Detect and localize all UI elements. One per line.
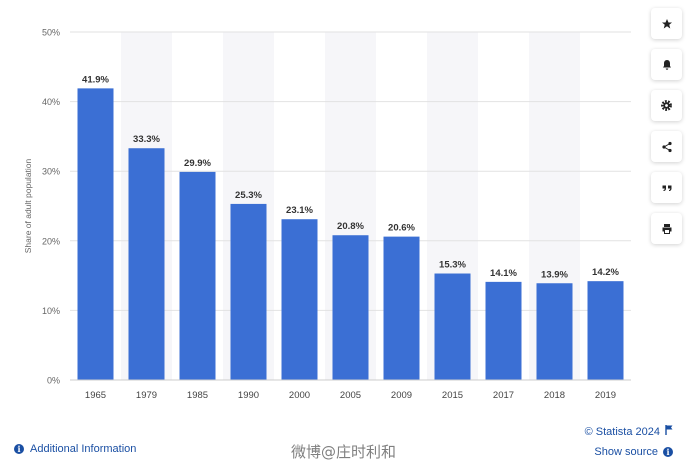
x-tick-label: 2005 <box>340 390 361 401</box>
additional-information-label: Additional Information <box>30 443 137 455</box>
bar <box>179 171 216 380</box>
bar <box>434 273 471 380</box>
notification-button[interactable] <box>651 49 682 80</box>
x-tick-label: 1985 <box>187 390 208 401</box>
info-icon: i <box>14 444 24 454</box>
quote-icon <box>661 182 673 194</box>
chart: 0% 10% 20% 30% 40% 50% Share of adult populati… <box>23 28 631 401</box>
x-tick-label: 1990 <box>238 390 259 401</box>
data-label: 33.3% <box>133 134 160 145</box>
x-tick-label: 1979 <box>136 390 157 401</box>
data-label: 25.3% <box>235 190 262 201</box>
cite-button[interactable] <box>651 172 682 203</box>
watermark: 微博@庄时利和 <box>291 443 397 461</box>
y-axis-label: Share of adult population <box>23 158 33 253</box>
star-icon <box>661 18 673 30</box>
y-tick-label: 10% <box>42 306 60 316</box>
bar <box>587 281 624 380</box>
y-tick-label: 30% <box>42 167 60 177</box>
bell-icon <box>661 59 673 71</box>
flag-icon <box>665 425 673 438</box>
show-source-link[interactable]: Show source i <box>594 446 673 458</box>
data-label: 14.1% <box>490 268 517 279</box>
data-label: 20.8% <box>337 221 364 232</box>
x-tick-label: 2018 <box>544 390 565 401</box>
copyright-text: © Statista 2024 <box>584 425 660 438</box>
data-label: 20.6% <box>388 223 415 234</box>
bar <box>383 236 420 380</box>
gear-icon <box>660 99 673 112</box>
bar <box>332 235 369 380</box>
additional-information-link[interactable]: i Additional Information <box>14 443 136 455</box>
y-tick-label: 50% <box>42 28 60 38</box>
print-button[interactable] <box>651 213 682 244</box>
data-label: 41.9% <box>82 74 109 85</box>
x-tick-label: 2019 <box>595 390 616 401</box>
bar <box>485 281 522 380</box>
copyright[interactable]: © Statista 2024 <box>585 425 673 438</box>
bar <box>77 88 114 380</box>
bar <box>128 148 165 380</box>
data-label: 23.1% <box>286 205 313 216</box>
show-source-label: Show source <box>594 446 658 458</box>
share-button[interactable] <box>651 131 682 162</box>
y-tick-label: 20% <box>42 236 60 246</box>
x-tick-label: 2009 <box>391 390 412 401</box>
share-icon <box>661 141 673 153</box>
data-label: 13.9% <box>541 269 568 280</box>
data-label: 15.3% <box>439 260 466 271</box>
x-tick-label: 2017 <box>493 390 514 401</box>
info-icon: i <box>663 447 673 457</box>
y-tick-label: 0% <box>47 376 60 386</box>
bar-chart: 0% 10% 20% 30% 40% 50% Share of adult populati… <box>23 28 631 401</box>
y-tick-label: 40% <box>42 97 60 107</box>
data-label: 14.2% <box>592 267 619 278</box>
x-tick-label: 1965 <box>85 390 106 401</box>
x-tick-label: 2000 <box>289 390 310 401</box>
favorite-button[interactable] <box>651 8 682 39</box>
bar <box>536 283 573 380</box>
print-icon <box>661 223 673 235</box>
data-label: 29.9% <box>184 158 211 169</box>
x-tick-label: 2015 <box>442 390 463 401</box>
settings-button[interactable] <box>651 90 682 121</box>
bar <box>230 203 267 380</box>
bar <box>281 219 318 380</box>
